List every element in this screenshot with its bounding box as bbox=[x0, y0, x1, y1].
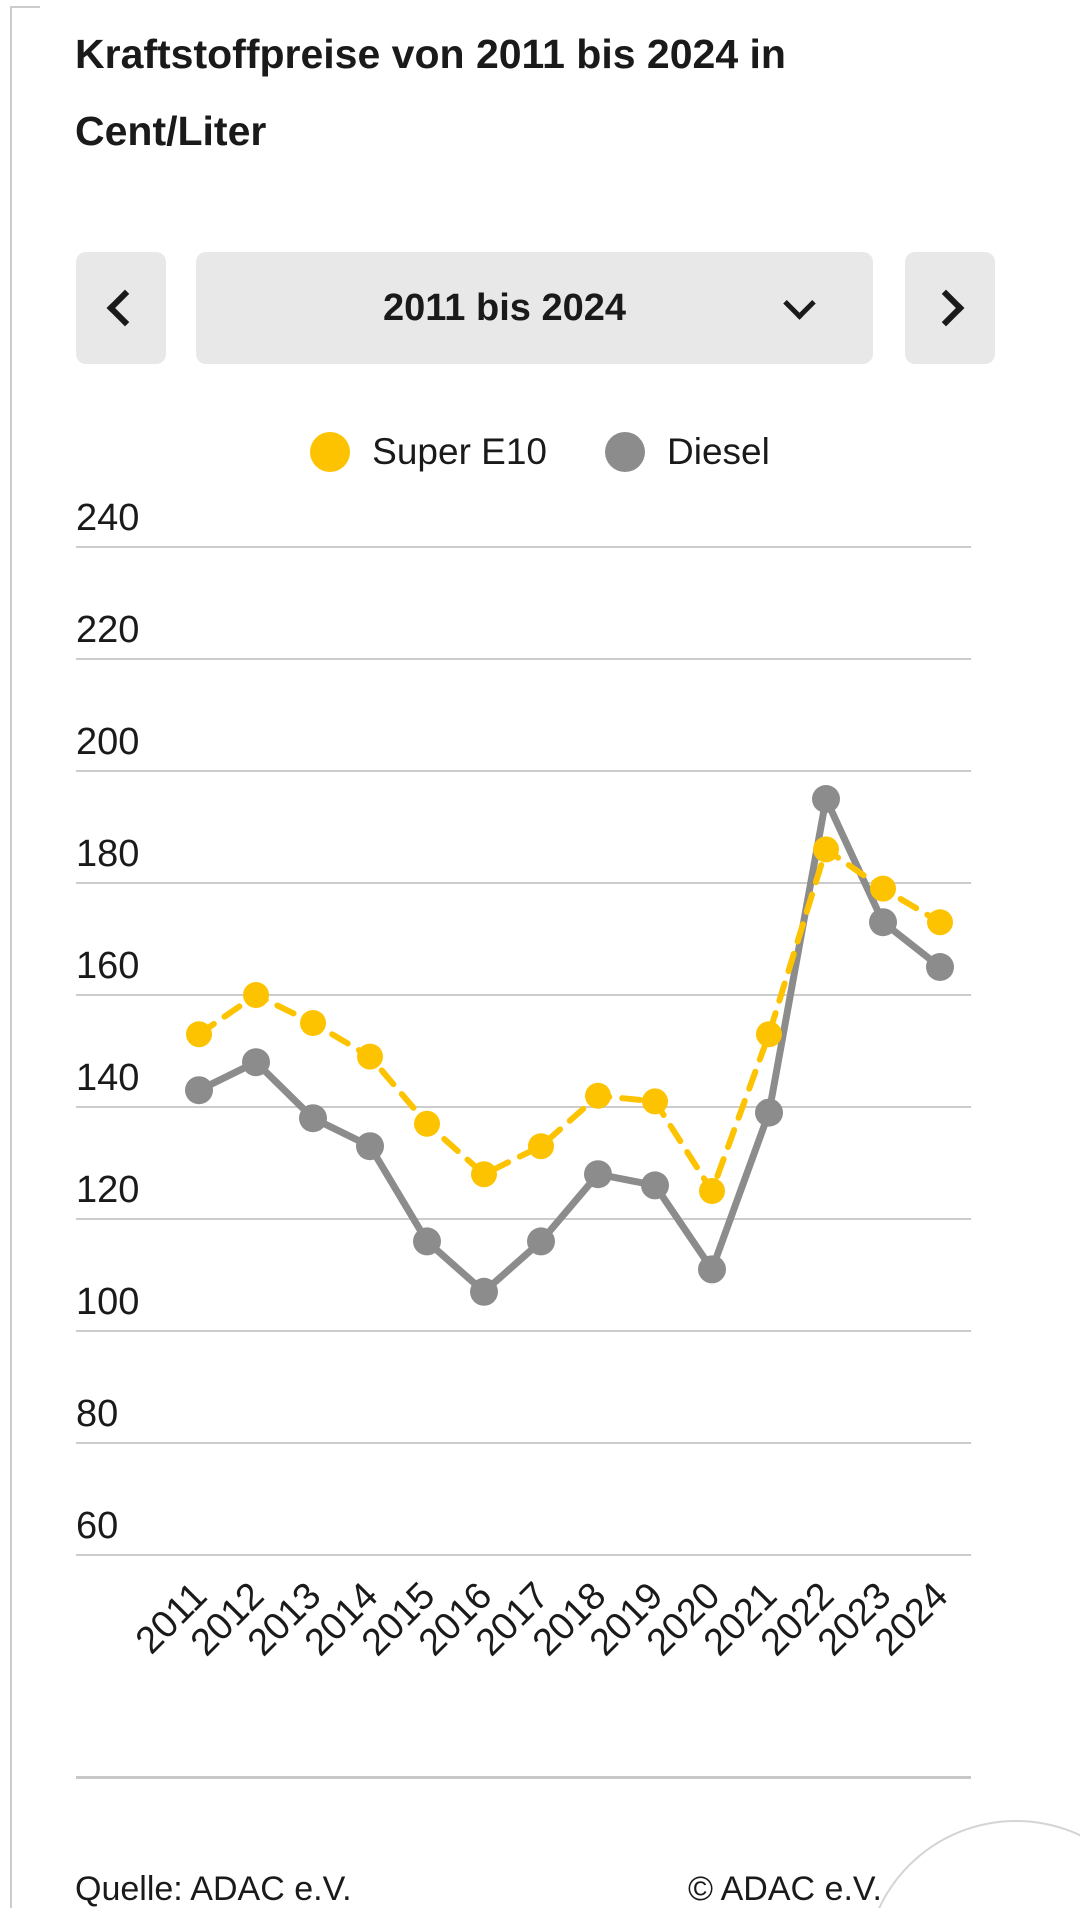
legend-item-super-e10[interactable]: Super E10 bbox=[310, 431, 547, 473]
y-axis-label: 140 bbox=[76, 1057, 139, 1099]
chevron-down-icon bbox=[783, 287, 816, 320]
legend-dot-super-e10-icon bbox=[310, 432, 351, 472]
card-border-left bbox=[10, 6, 12, 1908]
y-axis-label: 120 bbox=[76, 1169, 139, 1211]
data-point-diesel-2012[interactable] bbox=[242, 1048, 270, 1077]
data-point-diesel-2020[interactable] bbox=[698, 1255, 726, 1284]
legend-label-diesel: Diesel bbox=[667, 431, 770, 472]
data-point-diesel-2018[interactable] bbox=[584, 1160, 612, 1189]
copyright-text: © ADAC e.V. bbox=[688, 1870, 882, 1908]
y-axis-label: 80 bbox=[76, 1393, 118, 1435]
data-point-super-e10-2014[interactable] bbox=[357, 1043, 383, 1070]
y-axis-label: 160 bbox=[76, 945, 139, 987]
scroll-top-button-partial[interactable] bbox=[864, 1820, 1080, 1908]
data-point-diesel-2024[interactable] bbox=[926, 953, 954, 981]
data-point-super-e10-2018[interactable] bbox=[585, 1082, 611, 1109]
previous-range-button[interactable] bbox=[76, 252, 166, 364]
page-title: Kraftstoffpreise von 2011 bis 2024 in Ce… bbox=[75, 31, 786, 154]
data-point-diesel-2013[interactable] bbox=[299, 1104, 327, 1133]
legend-dot-diesel-icon bbox=[605, 432, 646, 472]
chevron-left-icon bbox=[106, 289, 144, 327]
next-range-button[interactable] bbox=[905, 252, 995, 364]
range-dropdown[interactable]: 2011 bis 2024 bbox=[196, 252, 873, 364]
series-line-diesel bbox=[195, 795, 944, 1296]
y-axis-label: 60 bbox=[76, 1505, 118, 1547]
data-point-super-e10-2016[interactable] bbox=[471, 1161, 497, 1188]
legend-label-super-e10: Super E10 bbox=[372, 431, 548, 472]
data-point-super-e10-2011[interactable] bbox=[186, 1021, 212, 1048]
data-point-diesel-2022[interactable] bbox=[812, 785, 840, 813]
data-point-diesel-2015[interactable] bbox=[413, 1227, 441, 1256]
y-axis-label: 200 bbox=[76, 721, 139, 763]
data-point-super-e10-2012[interactable] bbox=[243, 982, 269, 1008]
data-point-diesel-2017[interactable] bbox=[527, 1227, 555, 1256]
y-axis-label: 180 bbox=[76, 833, 139, 875]
range-dropdown-label: 2011 bis 2024 bbox=[383, 286, 626, 329]
line-chart: 6080100120140160180200220240201120122013… bbox=[76, 497, 971, 1664]
chart-legend: Super E10 Diesel bbox=[0, 431, 1080, 473]
y-axis-label: 240 bbox=[76, 497, 139, 539]
data-point-super-e10-2022[interactable] bbox=[813, 836, 839, 863]
data-point-diesel-2016[interactable] bbox=[470, 1277, 498, 1306]
data-point-super-e10-2023[interactable] bbox=[870, 875, 896, 902]
data-point-super-e10-2013[interactable] bbox=[300, 1010, 326, 1036]
data-point-super-e10-2020[interactable] bbox=[699, 1178, 725, 1204]
data-point-diesel-2021[interactable] bbox=[755, 1098, 783, 1127]
data-point-super-e10-2019[interactable] bbox=[642, 1088, 668, 1115]
divider bbox=[76, 1776, 971, 1779]
data-point-diesel-2014[interactable] bbox=[356, 1132, 384, 1161]
chevron-right-icon bbox=[927, 289, 965, 327]
data-point-diesel-2023[interactable] bbox=[869, 908, 897, 937]
source-text: Quelle: ADAC e.V. bbox=[75, 1870, 352, 1908]
data-point-super-e10-2015[interactable] bbox=[414, 1110, 440, 1137]
data-point-diesel-2019[interactable] bbox=[641, 1171, 669, 1200]
data-point-super-e10-2024[interactable] bbox=[927, 909, 953, 936]
y-axis-label: 100 bbox=[76, 1281, 139, 1323]
legend-item-diesel[interactable]: Diesel bbox=[605, 431, 770, 473]
data-point-super-e10-2021[interactable] bbox=[756, 1021, 782, 1048]
y-axis-label: 220 bbox=[76, 609, 139, 651]
card-border-top bbox=[10, 6, 40, 8]
data-point-diesel-2011[interactable] bbox=[185, 1076, 213, 1105]
data-point-super-e10-2017[interactable] bbox=[528, 1133, 554, 1160]
